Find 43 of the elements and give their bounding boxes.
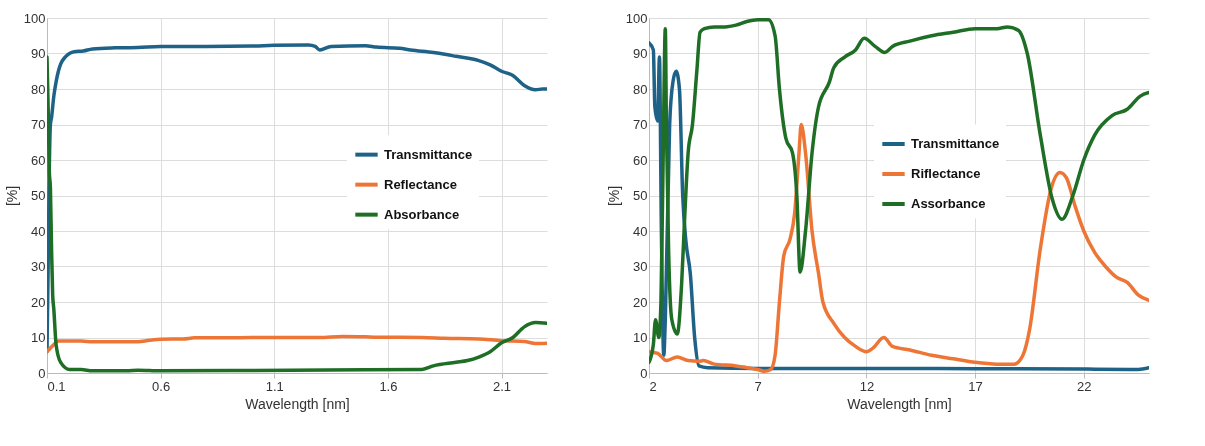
x-tick-label: 0.1 — [47, 378, 66, 394]
y-tick-label: 100 — [23, 10, 46, 26]
y-tick-label: 20 — [633, 294, 648, 310]
y-tick-label: 90 — [31, 46, 46, 61]
x-tick-label: 1.1 — [265, 378, 284, 394]
x-tick-label: 0.6 — [152, 378, 171, 394]
x-axis-title: Wavelength [nm] — [245, 395, 350, 412]
y-tick-label: 80 — [633, 81, 648, 97]
y-tick-label: 100 — [625, 10, 648, 26]
y-tick-label: 70 — [31, 117, 46, 132]
y-tick-label: 40 — [633, 223, 648, 239]
legend-label: Riflectance — [911, 166, 981, 181]
x-tick-label: 17 — [968, 378, 983, 394]
x-tick-label: 7 — [754, 378, 762, 394]
y-tick-label: 90 — [633, 46, 648, 61]
legend-label: Assorbance — [911, 196, 986, 211]
y-tick-label: 60 — [31, 152, 46, 168]
x-axis-title: Wavelength [nm] — [847, 395, 952, 412]
legend-label: Transmittance — [384, 146, 473, 162]
y-tick-label: 40 — [31, 223, 46, 239]
x-tick-label: 12 — [859, 378, 875, 394]
y-tick-label: 30 — [31, 259, 46, 274]
y-tick-label: 10 — [633, 330, 648, 345]
y-axis-title: [%] — [3, 185, 20, 207]
y-tick-label: 20 — [31, 294, 46, 310]
y-tick-label: 50 — [633, 188, 648, 203]
y-tick-label: 30 — [633, 259, 648, 274]
y-tick-label: 80 — [31, 81, 46, 97]
x-tick-label: 2 — [649, 378, 657, 394]
x-tick-label: 22 — [1077, 378, 1092, 394]
y-tick-label: 0 — [38, 365, 46, 381]
x-tick-label: 1.6 — [379, 378, 398, 394]
y-tick-label: 70 — [633, 117, 648, 132]
y-tick-label: 10 — [31, 330, 46, 345]
y-tick-label: 50 — [31, 188, 46, 203]
legend-label: Transmittance — [911, 136, 1000, 151]
y-tick-label: 0 — [640, 365, 648, 381]
y-axis-title: [%] — [605, 185, 622, 207]
line-series — [47, 334, 547, 354]
legend-label: Reflectance — [384, 176, 457, 192]
x-tick-label: 2.1 — [493, 378, 512, 394]
legend-label: Absorbance — [384, 206, 460, 222]
y-tick-label: 60 — [633, 152, 648, 168]
